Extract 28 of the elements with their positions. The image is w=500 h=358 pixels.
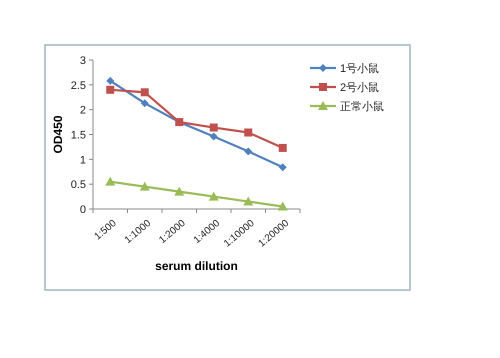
point bbox=[208, 192, 219, 201]
point bbox=[244, 147, 252, 156]
y-axis-title: OD450 bbox=[51, 115, 65, 154]
point bbox=[106, 76, 114, 85]
y-tick-label: 1 bbox=[80, 154, 86, 166]
point bbox=[244, 128, 252, 137]
point bbox=[278, 163, 287, 172]
legend-label: 1号小鼠 bbox=[340, 62, 380, 75]
y-tick-label: 1.5 bbox=[70, 130, 86, 142]
legend-label: 正常小鼠 bbox=[340, 100, 384, 113]
point bbox=[106, 86, 114, 94]
point bbox=[140, 88, 149, 96]
point bbox=[174, 186, 184, 196]
y-tick-label: 0 bbox=[80, 204, 86, 216]
y-tick-label: 0.5 bbox=[70, 179, 86, 192]
point bbox=[243, 196, 254, 206]
y-tick-label: 3 bbox=[80, 55, 86, 67]
y-tick-label: 2.5 bbox=[70, 80, 86, 92]
point bbox=[140, 182, 150, 191]
point bbox=[140, 99, 149, 108]
x-axis-title: serum dilution bbox=[155, 259, 238, 273]
point bbox=[210, 132, 218, 140]
point bbox=[278, 144, 287, 152]
point bbox=[210, 124, 218, 132]
point bbox=[278, 202, 288, 211]
y-tick-label: 2 bbox=[80, 104, 86, 117]
point bbox=[105, 176, 116, 186]
legend-label: 2号小鼠 bbox=[340, 81, 380, 94]
